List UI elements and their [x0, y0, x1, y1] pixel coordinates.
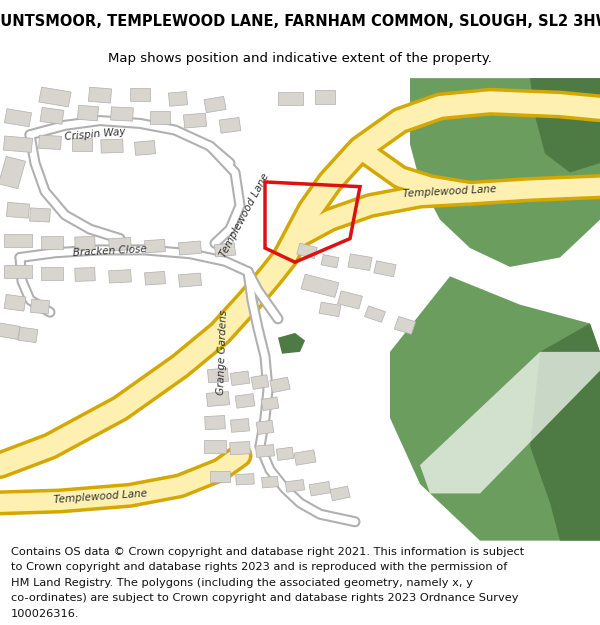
Bar — [235, 394, 255, 408]
Bar — [75, 236, 95, 250]
Bar — [208, 368, 229, 383]
Bar — [178, 241, 202, 255]
Bar — [256, 444, 274, 458]
Bar — [364, 306, 386, 322]
Polygon shape — [390, 276, 600, 541]
Text: Grange Gardens: Grange Gardens — [215, 309, 229, 394]
Text: HUNTSMOOR, TEMPLEWOOD LANE, FARNHAM COMMON, SLOUGH, SL2 3HW: HUNTSMOOR, TEMPLEWOOD LANE, FARNHAM COMM… — [0, 14, 600, 29]
Text: 100026316.: 100026316. — [11, 609, 79, 619]
Text: Templewood Lane: Templewood Lane — [53, 488, 147, 504]
Polygon shape — [530, 78, 600, 172]
Bar — [301, 274, 339, 298]
Bar — [0, 322, 20, 339]
Bar — [7, 202, 29, 218]
Bar — [184, 113, 206, 128]
Bar — [210, 471, 230, 482]
Bar — [309, 481, 331, 496]
Bar — [374, 261, 396, 277]
Bar — [18, 327, 38, 342]
Bar — [219, 118, 241, 133]
Bar — [230, 419, 250, 432]
Bar — [205, 416, 226, 430]
Bar — [206, 391, 230, 406]
Bar — [204, 96, 226, 112]
Text: Templewood Lane: Templewood Lane — [403, 184, 497, 199]
Bar — [178, 273, 202, 287]
Bar — [4, 265, 32, 278]
Bar — [204, 439, 226, 453]
Bar — [41, 267, 63, 280]
Text: co-ordinates) are subject to Crown copyright and database rights 2023 Ordnance S: co-ordinates) are subject to Crown copyr… — [11, 593, 518, 603]
Text: Map shows position and indicative extent of the property.: Map shows position and indicative extent… — [108, 52, 492, 65]
Polygon shape — [530, 324, 600, 541]
Bar — [251, 375, 269, 389]
Bar — [214, 243, 236, 257]
Bar — [38, 135, 61, 149]
Bar — [145, 239, 166, 253]
Bar — [134, 141, 155, 156]
Bar — [77, 105, 98, 121]
Bar — [262, 476, 278, 488]
Bar — [270, 377, 290, 392]
Bar — [75, 268, 95, 281]
Text: to Crown copyright and database rights 2023 and is reproduced with the permissio: to Crown copyright and database rights 2… — [11, 562, 507, 572]
Bar — [261, 397, 279, 411]
Text: Bracken Close: Bracken Close — [73, 244, 147, 258]
Bar — [169, 92, 188, 106]
Bar — [338, 291, 362, 309]
Text: Templewood Lane: Templewood Lane — [218, 171, 271, 259]
Text: Contains OS data © Crown copyright and database right 2021. This information is : Contains OS data © Crown copyright and d… — [11, 546, 524, 556]
Bar — [39, 87, 71, 107]
Bar — [40, 107, 64, 124]
Bar — [130, 88, 150, 101]
Bar — [41, 236, 63, 249]
Bar — [330, 486, 350, 501]
Bar — [109, 238, 131, 251]
Bar — [0, 156, 26, 189]
Bar — [294, 450, 316, 465]
Text: HM Land Registry. The polygons (including the associated geometry, namely x, y: HM Land Registry. The polygons (includin… — [11, 578, 473, 587]
Bar — [319, 302, 341, 317]
Bar — [230, 371, 250, 386]
Bar — [230, 441, 250, 455]
Bar — [110, 107, 133, 121]
Bar — [4, 234, 32, 247]
Bar — [150, 111, 170, 124]
Bar — [31, 299, 50, 314]
Text: Crispin Way: Crispin Way — [64, 127, 126, 142]
Bar — [394, 316, 416, 334]
Bar — [29, 208, 50, 222]
Bar — [109, 269, 131, 283]
Polygon shape — [410, 78, 600, 267]
Bar — [286, 479, 305, 492]
Bar — [236, 474, 254, 485]
Bar — [297, 243, 317, 259]
Bar — [4, 136, 32, 152]
Bar — [256, 420, 274, 434]
Bar — [72, 138, 92, 151]
Bar — [88, 87, 112, 103]
Bar — [315, 91, 335, 104]
Bar — [276, 447, 294, 461]
Bar — [4, 109, 32, 127]
Bar — [145, 271, 166, 285]
Bar — [348, 254, 372, 271]
Polygon shape — [420, 352, 600, 493]
Bar — [321, 254, 339, 268]
Bar — [277, 92, 302, 106]
Bar — [4, 294, 26, 311]
Bar — [101, 139, 123, 153]
Polygon shape — [278, 333, 305, 354]
